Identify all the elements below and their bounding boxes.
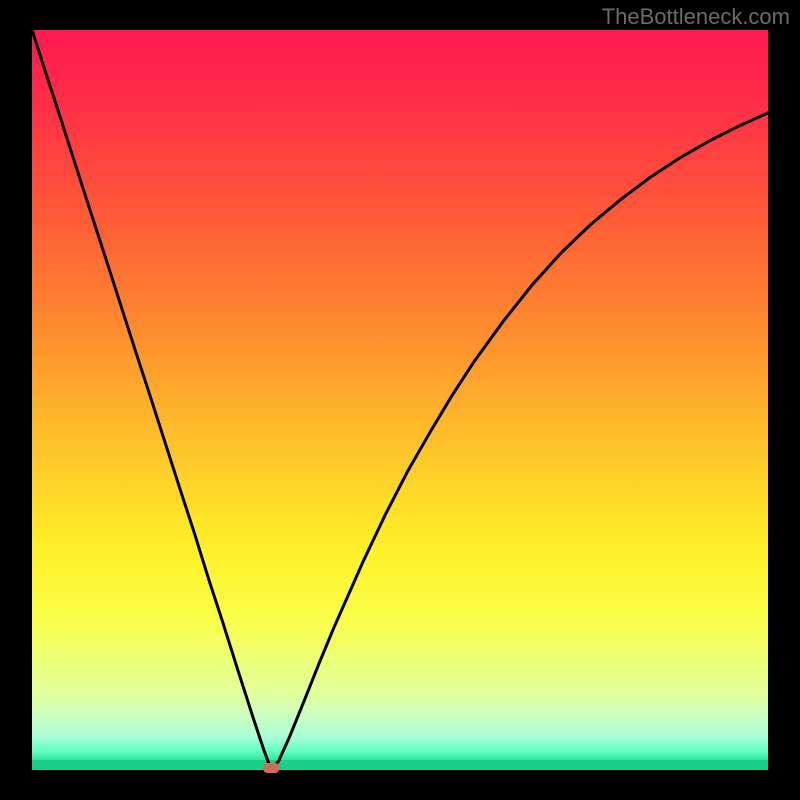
chart-bottom-strip [32, 760, 768, 770]
bottleneck-chart [0, 0, 800, 800]
chart-root: TheBottleneck.com [0, 0, 800, 800]
chart-plot-area [32, 30, 768, 770]
min-marker [263, 763, 279, 773]
watermark-text: TheBottleneck.com [602, 4, 790, 30]
